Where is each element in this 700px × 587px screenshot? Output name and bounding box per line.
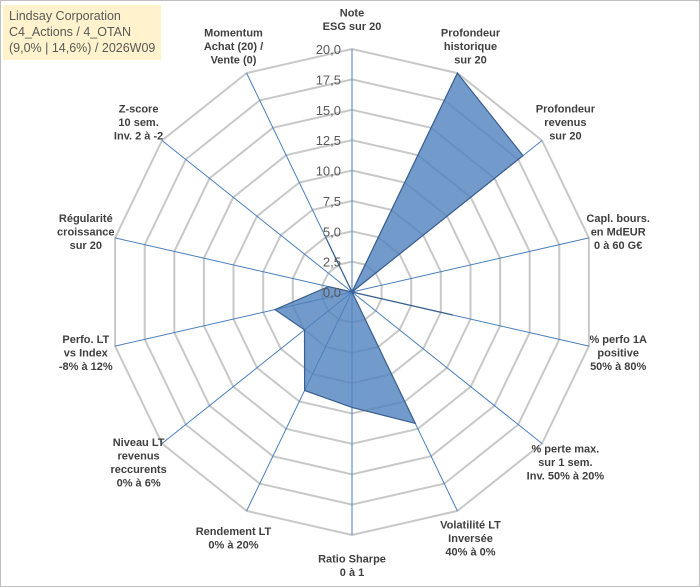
tick-label: 15,0 bbox=[316, 103, 341, 118]
axis-label: Ratio Sharpe 0 à 1 bbox=[318, 553, 386, 579]
axis-label: Capl. bours. en MdEUR 0 à 60 G€ bbox=[586, 213, 650, 252]
axis-label-line: Ratio Sharpe bbox=[318, 553, 386, 565]
axis-label-line: en MdEUR bbox=[591, 226, 646, 238]
axis-label: Profondeur historique sur 20 bbox=[441, 28, 501, 67]
tick-label: 12,5 bbox=[316, 133, 341, 148]
axis-spoke bbox=[114, 237, 353, 293]
axis-label-line: positive bbox=[597, 348, 639, 360]
axis-label-line: sur 20 bbox=[549, 130, 581, 142]
axis-label-line: revenus bbox=[117, 451, 159, 463]
axis-label-line: 0% à 20% bbox=[208, 540, 258, 552]
axis-label-line: Z-score bbox=[119, 103, 159, 115]
tick-label: 7,5 bbox=[323, 194, 341, 209]
tick-label: 20,0 bbox=[316, 42, 341, 57]
axis-label-line: sur 1 sem. bbox=[538, 457, 592, 469]
axis-label-line: % perfo 1A bbox=[589, 334, 647, 346]
axis-label-line: Régularité bbox=[59, 213, 113, 225]
axis-label-line: Inv. 2 à -2 bbox=[114, 130, 163, 142]
axis-label: Volatilité LT Inversée 40% à 0% bbox=[440, 520, 501, 559]
portfolio-label: C4_Actions / 4_OTAN bbox=[9, 25, 132, 39]
axis-label-line: Achat (20) / bbox=[204, 41, 263, 53]
axis-spoke bbox=[351, 237, 590, 293]
axis-spoke bbox=[161, 140, 353, 293]
axis-spoke bbox=[351, 291, 543, 444]
axis-label-line: Perfo. LT bbox=[62, 334, 109, 346]
tick-label: 17,5 bbox=[316, 72, 341, 87]
axis-label-line: Capl. bours. bbox=[586, 213, 650, 225]
axis-label-line: 0% à 6% bbox=[117, 478, 161, 490]
axis-label-line: sur 20 bbox=[70, 240, 102, 252]
axis-label-line: 10 sem. bbox=[118, 117, 158, 129]
period-label: (9,0% | 14,6%) / 2026W09 bbox=[9, 41, 156, 55]
axis-label: Profondeur revenus sur 20 bbox=[536, 103, 596, 142]
axis-label-line: historique bbox=[444, 41, 497, 53]
company-name: Lindsay Corporation bbox=[9, 9, 121, 23]
title-box: Lindsay Corporation C4_Actions / 4_OTAN … bbox=[3, 5, 162, 60]
axis-label-line: reccurents bbox=[110, 464, 166, 476]
axis-label-line: -8% à 12% bbox=[59, 361, 113, 373]
axis-label-line: ESG sur 20 bbox=[323, 21, 382, 33]
axis-label: Rendement LT 0% à 20% bbox=[196, 526, 272, 552]
tick-label: 0,0 bbox=[323, 285, 341, 300]
axis-label-line: Volatilité LT bbox=[440, 520, 501, 532]
axis-label-line: 50% à 80% bbox=[590, 361, 646, 373]
axis-label: Perfo. LT vs Index -8% à 12% bbox=[59, 334, 113, 373]
series-area bbox=[273, 71, 524, 425]
axis-label-line: Inversée bbox=[448, 533, 493, 545]
axis-label: % perfo 1A positive 50% à 80% bbox=[589, 334, 647, 373]
axis-label: Niveau LT revenus reccurents 0% à 6% bbox=[110, 437, 166, 490]
tick-label: 2,5 bbox=[323, 255, 341, 270]
axis-label: Note ESG sur 20 bbox=[323, 7, 382, 33]
axis-label-line: Profondeur bbox=[536, 103, 596, 115]
axis-label: Momentum Achat (20) / Vente (0) bbox=[204, 28, 263, 67]
axis-label-line: Rendement LT bbox=[196, 526, 272, 538]
axis-label: Z-score 10 sem. Inv. 2 à -2 bbox=[114, 103, 163, 142]
axis-label-line: sur 20 bbox=[454, 55, 486, 67]
axis-label-line: Inv. 50% à 20% bbox=[527, 471, 605, 483]
tick-label: 10,0 bbox=[316, 164, 341, 179]
axis-label-line: Vente (0) bbox=[211, 55, 257, 67]
axis-label-line: Momentum bbox=[204, 28, 263, 40]
axis-label-line: Profondeur bbox=[441, 28, 501, 40]
axis-label-line: Niveau LT bbox=[113, 437, 165, 449]
axis-label-line: revenus bbox=[544, 117, 586, 129]
axis-label-line: 40% à 0% bbox=[445, 547, 495, 559]
axis-label: Régularité croissance sur 20 bbox=[57, 213, 114, 252]
axis-label-line: % perte max. bbox=[531, 444, 599, 456]
axis-label-line: 0 à 1 bbox=[340, 567, 364, 579]
axis-label: % perte max. sur 1 sem. Inv. 50% à 20% bbox=[527, 444, 605, 483]
axis-label-line: 0 à 60 G€ bbox=[594, 240, 642, 252]
axis-label-line: croissance bbox=[57, 226, 114, 238]
axis-label-line: Note bbox=[340, 7, 364, 19]
tick-label: 5,0 bbox=[323, 224, 341, 239]
axis-label-line: vs Index bbox=[64, 348, 109, 360]
